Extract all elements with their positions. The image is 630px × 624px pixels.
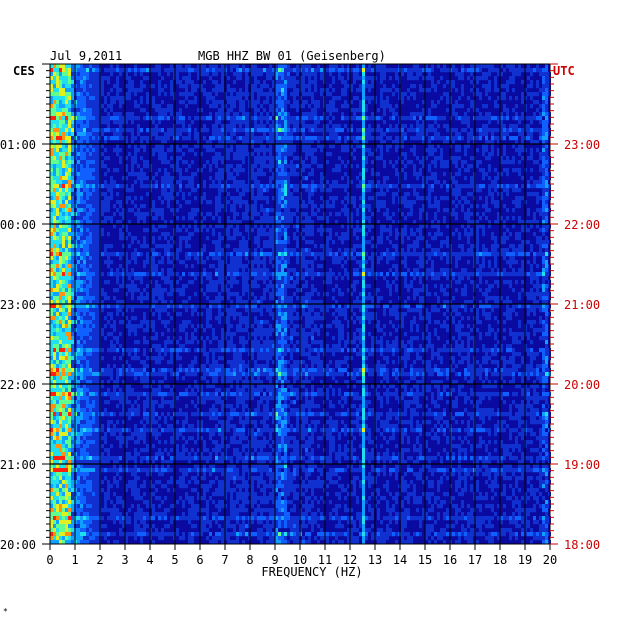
footnote-mark: *	[3, 607, 8, 616]
station-label: MGB HHZ BW 01 (Geisenberg)	[198, 49, 386, 63]
x-tick-label: 18	[493, 553, 507, 567]
y-tick-label-right: 23:00	[564, 138, 600, 152]
y-tick-label-left: 21:00	[0, 458, 36, 472]
x-tick-label: 12	[343, 553, 357, 567]
x-tick-label: 6	[196, 553, 203, 567]
y-tick-label-left: 00:00	[0, 218, 36, 232]
x-tick-label: 9	[271, 553, 278, 567]
x-tick-label: 10	[293, 553, 307, 567]
grid-lines	[50, 64, 550, 544]
y-tick-label-right: 19:00	[564, 458, 600, 472]
x-tick-label: 11	[318, 553, 332, 567]
y-tick-label-right: 21:00	[564, 298, 600, 312]
x-tick-label: 2	[96, 553, 103, 567]
y-tick-label-left: 01:00	[0, 138, 36, 152]
x-tick-label: 1	[71, 553, 78, 567]
y-tick-label-left: 23:00	[0, 298, 36, 312]
y-tick-label-left: 20:00	[0, 538, 36, 552]
timezone-right-label: UTC	[553, 64, 575, 78]
date-label: Jul 9,2011	[50, 49, 122, 63]
x-tick-label: 7	[221, 553, 228, 567]
x-tick-label: 14	[393, 553, 407, 567]
x-tick-label: 0	[46, 553, 53, 567]
spectrogram-cells	[50, 64, 551, 545]
spectrogram-plot	[49, 63, 551, 545]
x-tick-label: 15	[418, 553, 432, 567]
y-tick-label-right: 22:00	[564, 218, 600, 232]
y-tick-label-left: 22:00	[0, 378, 36, 392]
x-tick-label: 4	[146, 553, 153, 567]
x-axis: 0 1 2 3 4 5 6 7 8 9 10 11 12 13 14 15 16 17 18 19 20	[46, 544, 557, 567]
x-tick-label: 16	[443, 553, 457, 567]
timezone-left-label: CES	[13, 64, 35, 78]
y-axis-right: 23:00 22:00 21:00 20:00 19:00 18:00	[550, 63, 600, 552]
x-tick-label: 5	[171, 553, 178, 567]
x-tick-label: 3	[121, 553, 128, 567]
x-tick-label: 13	[368, 553, 382, 567]
x-tick-label: 19	[518, 553, 532, 567]
x-tick-label: 8	[246, 553, 253, 567]
x-tick-label: 20	[543, 553, 557, 567]
y-tick-label-right: 20:00	[564, 378, 600, 392]
x-tick-label: 17	[468, 553, 482, 567]
y-axis-left: 01:00 00:00 23:00 22:00 21:00 20:00	[0, 63, 50, 552]
x-axis-title: FREQUENCY (HZ)	[261, 565, 362, 579]
y-tick-label-right: 18:00	[564, 538, 600, 552]
